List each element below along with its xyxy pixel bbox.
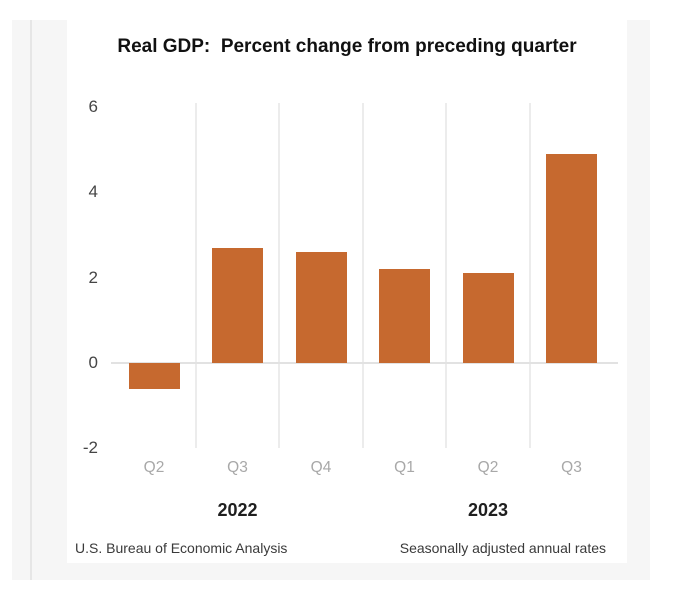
x-axis-label-q2-2023: Q2 bbox=[477, 459, 499, 476]
x-axis-label-q3-2023: Q3 bbox=[561, 459, 582, 476]
y-axis-tick-label: -2 bbox=[82, 438, 98, 458]
panel-divider-line bbox=[30, 20, 32, 580]
zero-axis-line bbox=[111, 362, 618, 364]
gdp-bar-q1-2023 bbox=[379, 269, 430, 363]
gdp-bar-q4-2022 bbox=[295, 251, 347, 363]
chart-card bbox=[67, 20, 627, 563]
y-axis-tick-label: 6 bbox=[88, 96, 98, 116]
gdp-bar-q2-2023 bbox=[462, 273, 514, 363]
x-axis-label-q3-2022: Q3 bbox=[227, 459, 248, 476]
vertical-gridline bbox=[528, 103, 531, 448]
gdp-bar-q3-2022 bbox=[212, 247, 263, 363]
source-caption: U.S. Bureau of Economic Analysis bbox=[75, 540, 288, 556]
y-axis-tick-label: 4 bbox=[88, 182, 98, 202]
x-axis-label-q1-2023: Q1 bbox=[394, 459, 415, 476]
gdp-bar-q2-2022 bbox=[128, 363, 180, 389]
vertical-gridline bbox=[194, 103, 197, 448]
note-caption: Seasonally adjusted annual rates bbox=[399, 540, 606, 556]
x-axis-label-q2-2022: Q2 bbox=[143, 459, 165, 476]
year-label-2022: 2022 bbox=[217, 500, 258, 520]
chart-title: Real GDP: Percent change from preceding … bbox=[117, 36, 577, 57]
year-label-2023: 2023 bbox=[467, 500, 509, 520]
vertical-gridline bbox=[278, 103, 281, 448]
y-axis-tick-label: 0 bbox=[88, 353, 98, 372]
x-axis-label-q4-2022: Q4 bbox=[310, 459, 332, 476]
vertical-gridline bbox=[445, 103, 448, 448]
gdp-bar-q3-2023 bbox=[546, 153, 597, 363]
y-axis-tick-label: 2 bbox=[88, 267, 98, 287]
vertical-gridline bbox=[361, 103, 364, 448]
